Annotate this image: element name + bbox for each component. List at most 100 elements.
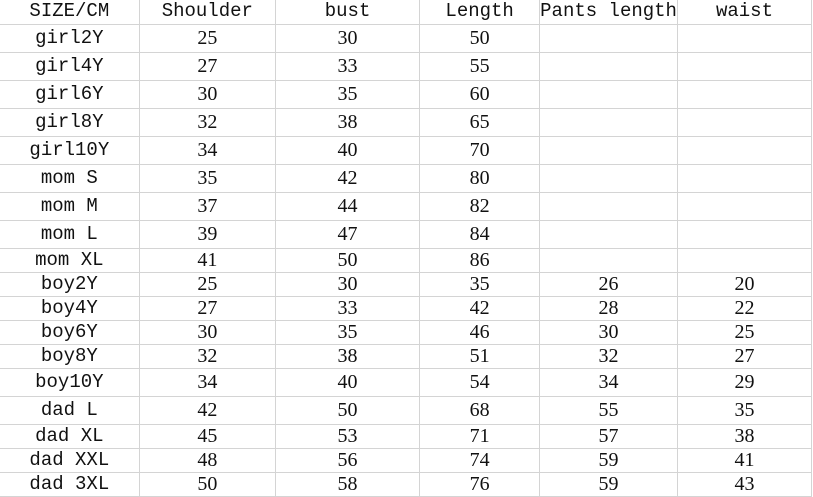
table-row: mom S 35 42 80 xyxy=(0,163,813,193)
cell-size: dad XL xyxy=(0,423,140,449)
cell-waist xyxy=(676,79,813,109)
cell-pants-length: 59 xyxy=(539,447,678,473)
cell-pants-length xyxy=(539,51,678,81)
cell-bust: 38 xyxy=(274,343,421,369)
cell-length: 65 xyxy=(419,107,541,137)
cell-size: boy6Y xyxy=(0,319,140,345)
cell-shoulder: 41 xyxy=(138,247,276,273)
cell-length: 74 xyxy=(419,447,541,473)
cell-size: dad XXL xyxy=(0,447,140,473)
cell-pants-length: 26 xyxy=(539,271,678,297)
table-row: mom XL 41 50 86 xyxy=(0,247,813,273)
cell-pants-length: 34 xyxy=(539,367,678,397)
cell-pants-length xyxy=(539,79,678,109)
cell-shoulder: 32 xyxy=(138,107,276,137)
cell-bust: 44 xyxy=(274,191,421,221)
cell-waist: 22 xyxy=(676,295,813,321)
table-row: boy8Y 32 38 51 32 27 xyxy=(0,343,813,369)
cell-waist: 27 xyxy=(676,343,813,369)
header-row: SIZE/CM Shoulder bust Length Pants lengt… xyxy=(0,0,813,25)
cell-length: 80 xyxy=(419,163,541,193)
cell-bust: 50 xyxy=(274,247,421,273)
cell-bust: 35 xyxy=(274,79,421,109)
cell-size: boy8Y xyxy=(0,343,140,369)
cell-bust: 35 xyxy=(274,319,421,345)
cell-shoulder: 34 xyxy=(138,135,276,165)
header-pants-length: Pants length xyxy=(539,0,678,25)
cell-shoulder: 27 xyxy=(138,51,276,81)
header-size: SIZE/CM xyxy=(0,0,140,25)
cell-waist xyxy=(676,191,813,221)
cell-pants-length xyxy=(539,163,678,193)
cell-bust: 40 xyxy=(274,367,421,397)
cell-shoulder: 30 xyxy=(138,79,276,109)
cell-length: 76 xyxy=(419,471,541,497)
table-row: boy6Y 30 35 46 30 25 xyxy=(0,319,813,345)
cell-length: 60 xyxy=(419,79,541,109)
cell-waist xyxy=(676,51,813,81)
cell-shoulder: 42 xyxy=(138,395,276,425)
cell-size: girl10Y xyxy=(0,135,140,165)
cell-size: mom S xyxy=(0,163,140,193)
table-row: mom L 39 47 84 xyxy=(0,219,813,249)
table-row: boy4Y 27 33 42 28 22 xyxy=(0,295,813,321)
cell-length: 82 xyxy=(419,191,541,221)
cell-shoulder: 27 xyxy=(138,295,276,321)
cell-pants-length xyxy=(539,219,678,249)
cell-pants-length xyxy=(539,135,678,165)
cell-length: 54 xyxy=(419,367,541,397)
cell-shoulder: 39 xyxy=(138,219,276,249)
cell-bust: 38 xyxy=(274,107,421,137)
cell-size: girl2Y xyxy=(0,23,140,53)
cell-pants-length: 57 xyxy=(539,423,678,449)
table-row: dad XXL 48 56 74 59 41 xyxy=(0,447,813,473)
cell-bust: 33 xyxy=(274,51,421,81)
cell-pants-length xyxy=(539,107,678,137)
table-row: dad L 42 50 68 55 35 xyxy=(0,395,813,425)
cell-bust: 53 xyxy=(274,423,421,449)
cell-length: 84 xyxy=(419,219,541,249)
header-shoulder: Shoulder xyxy=(138,0,276,25)
cell-length: 71 xyxy=(419,423,541,449)
cell-size: girl4Y xyxy=(0,51,140,81)
cell-length: 55 xyxy=(419,51,541,81)
cell-pants-length: 32 xyxy=(539,343,678,369)
cell-size: boy10Y xyxy=(0,367,140,397)
cell-length: 35 xyxy=(419,271,541,297)
cell-shoulder: 45 xyxy=(138,423,276,449)
table-row: dad 3XL 50 58 76 59 43 xyxy=(0,471,813,497)
cell-pants-length xyxy=(539,191,678,221)
header-length: Length xyxy=(419,0,541,25)
cell-shoulder: 25 xyxy=(138,23,276,53)
cell-length: 50 xyxy=(419,23,541,53)
cell-bust: 47 xyxy=(274,219,421,249)
cell-waist: 43 xyxy=(676,471,813,497)
cell-size: dad 3XL xyxy=(0,471,140,497)
cell-pants-length xyxy=(539,23,678,53)
cell-waist: 38 xyxy=(676,423,813,449)
cell-shoulder: 35 xyxy=(138,163,276,193)
cell-waist xyxy=(676,107,813,137)
table-row: girl4Y 27 33 55 xyxy=(0,51,813,81)
cell-length: 51 xyxy=(419,343,541,369)
cell-waist: 35 xyxy=(676,395,813,425)
cell-length: 86 xyxy=(419,247,541,273)
table-row: mom M 37 44 82 xyxy=(0,191,813,221)
table-row: girl8Y 32 38 65 xyxy=(0,107,813,137)
cell-waist xyxy=(676,247,813,273)
cell-pants-length xyxy=(539,247,678,273)
cell-size: mom XL xyxy=(0,247,140,273)
table-row: girl6Y 30 35 60 xyxy=(0,79,813,109)
cell-waist xyxy=(676,23,813,53)
table-row: girl2Y 25 30 50 xyxy=(0,23,813,53)
cell-pants-length: 55 xyxy=(539,395,678,425)
cell-length: 70 xyxy=(419,135,541,165)
cell-bust: 50 xyxy=(274,395,421,425)
cell-bust: 30 xyxy=(274,271,421,297)
cell-size: girl8Y xyxy=(0,107,140,137)
cell-waist xyxy=(676,163,813,193)
cell-length: 68 xyxy=(419,395,541,425)
cell-bust: 30 xyxy=(274,23,421,53)
cell-waist: 41 xyxy=(676,447,813,473)
